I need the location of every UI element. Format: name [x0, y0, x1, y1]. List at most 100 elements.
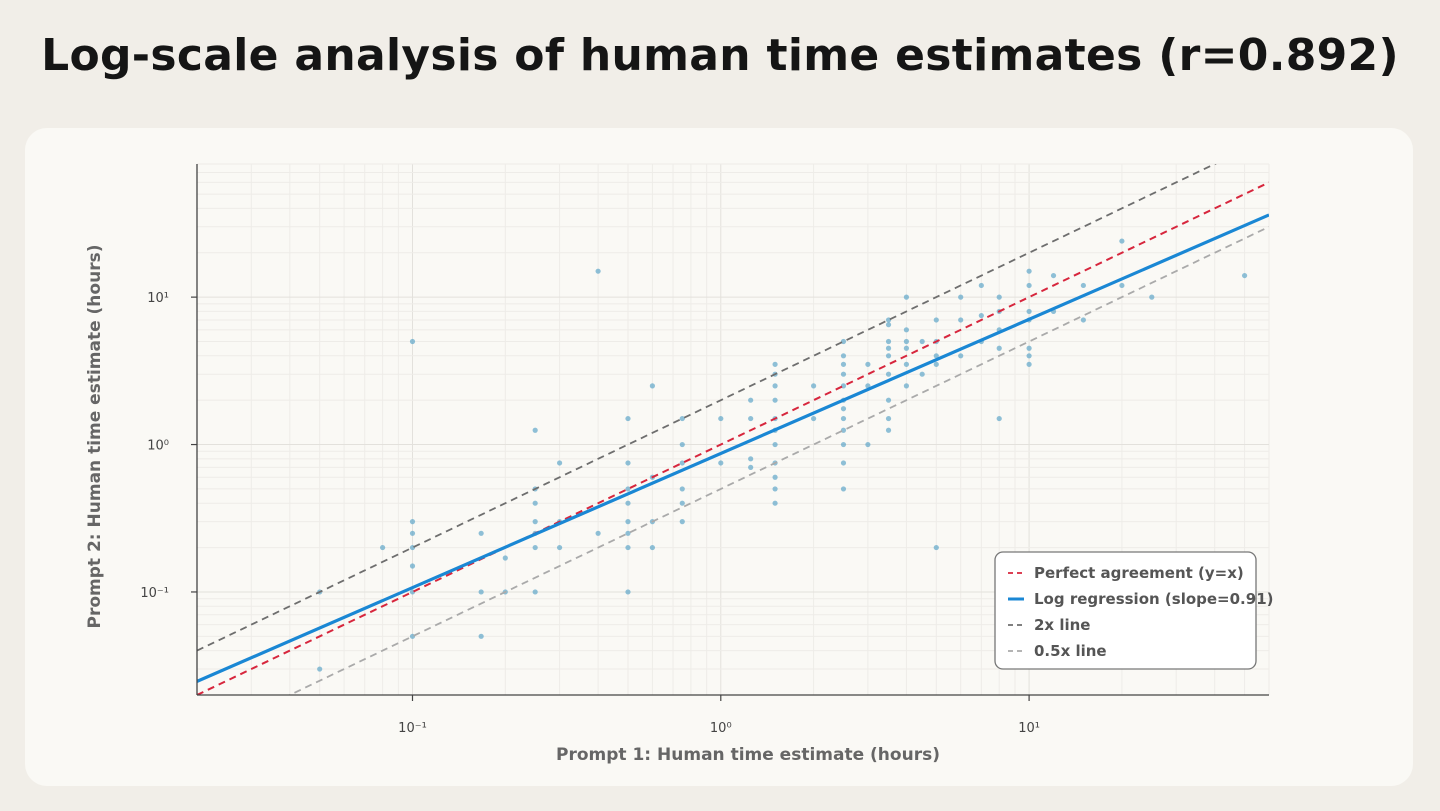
data-point: [885, 338, 892, 345]
data-point: [679, 441, 685, 448]
data-point: [1026, 345, 1032, 351]
legend-box: [994, 551, 1257, 670]
data-point: [958, 317, 964, 323]
page-title: Log-scale analysis of human time estimat…: [41, 30, 1399, 81]
data-point: [532, 427, 538, 433]
legend-label: 0.5x line: [1034, 642, 1107, 660]
data-point: [502, 555, 508, 561]
data-point: [532, 544, 538, 551]
x-tick-label: 10¹: [1018, 721, 1040, 736]
data-point: [748, 464, 754, 470]
data-point: [811, 383, 817, 389]
data-point: [933, 317, 939, 323]
data-point: [903, 294, 910, 300]
y-axis-title: Prompt 2: Human time estimate (hours): [85, 245, 105, 629]
data-point: [840, 361, 847, 367]
data-point: [679, 519, 685, 525]
data-point: [1026, 353, 1032, 359]
data-point: [478, 633, 484, 639]
data-point: [1050, 272, 1057, 279]
data-point: [772, 474, 778, 480]
data-point: [649, 383, 655, 389]
data-point: [903, 345, 910, 351]
data-point: [625, 519, 631, 525]
legend: Perfect agreement (y=x) Log regression (s…: [994, 551, 1273, 670]
data-point: [478, 589, 484, 595]
data-point: [625, 460, 631, 466]
data-point: [478, 530, 484, 536]
data-point: [679, 460, 685, 466]
data-point: [595, 268, 601, 274]
data-point: [625, 530, 631, 536]
data-point: [903, 338, 910, 345]
data-points: [317, 238, 1248, 672]
data-point: [772, 486, 778, 492]
data-point: [885, 345, 892, 351]
data-point: [748, 456, 754, 462]
data-point: [996, 345, 1002, 351]
data-point: [1026, 308, 1032, 315]
data-point: [409, 519, 416, 525]
line2x-line: [197, 164, 1217, 652]
legend-label: 2x line: [1034, 616, 1090, 634]
legend-label: Perfect agreement (y=x): [1034, 564, 1244, 582]
data-point: [996, 294, 1002, 300]
data-point: [317, 666, 323, 672]
data-point: [903, 361, 910, 367]
data-point: [409, 563, 416, 569]
data-point: [978, 312, 984, 319]
data-point: [625, 500, 631, 506]
data-point: [933, 361, 939, 367]
data-point: [933, 544, 939, 551]
data-point: [1026, 361, 1032, 367]
data-point: [718, 460, 724, 466]
data-point: [772, 361, 778, 367]
data-point: [625, 589, 631, 595]
data-point: [409, 530, 416, 536]
data-point: [885, 322, 892, 328]
x-tick-label: 10⁰: [710, 721, 732, 736]
data-point: [933, 353, 939, 359]
regression-line: [197, 213, 1269, 683]
data-point: [996, 415, 1002, 422]
data-point: [865, 361, 871, 367]
data-point: [885, 353, 892, 359]
axes: [196, 164, 1269, 696]
data-point: [865, 441, 871, 448]
data-point: [1149, 294, 1155, 300]
data-point: [840, 460, 847, 466]
data-point: [919, 338, 925, 345]
data-point: [772, 500, 778, 506]
data-point: [532, 589, 538, 595]
data-point: [1119, 282, 1125, 289]
data-point: [919, 371, 925, 377]
data-point: [1080, 282, 1086, 289]
data-point: [885, 415, 892, 422]
data-point: [958, 294, 964, 300]
data-point: [1241, 272, 1248, 279]
data-point: [903, 383, 910, 389]
data-point: [772, 383, 778, 389]
data-point: [625, 544, 631, 551]
chart-card: [25, 128, 1413, 786]
data-point: [840, 406, 847, 412]
data-point: [556, 460, 563, 466]
data-point: [1026, 282, 1032, 289]
data-point: [1080, 317, 1086, 323]
perfect-line: [197, 181, 1269, 695]
data-point: [840, 441, 847, 448]
data-point: [1119, 238, 1125, 244]
data-point: [380, 544, 386, 551]
y-tick-label: 10⁰: [147, 439, 169, 454]
data-point: [840, 486, 847, 492]
reference-lines: [197, 164, 1269, 695]
x-tick-label: 10⁻¹: [398, 721, 427, 736]
data-point: [1026, 268, 1032, 274]
data-point: [748, 397, 754, 403]
ticks: 10⁻¹ 10⁰ 10¹ 10⁻¹ 10⁰ 10¹: [140, 291, 1040, 736]
data-point: [958, 353, 964, 359]
x-axis-title: Prompt 1: Human time estimate (hours): [556, 745, 940, 765]
data-point: [595, 530, 601, 536]
data-point: [649, 544, 655, 551]
